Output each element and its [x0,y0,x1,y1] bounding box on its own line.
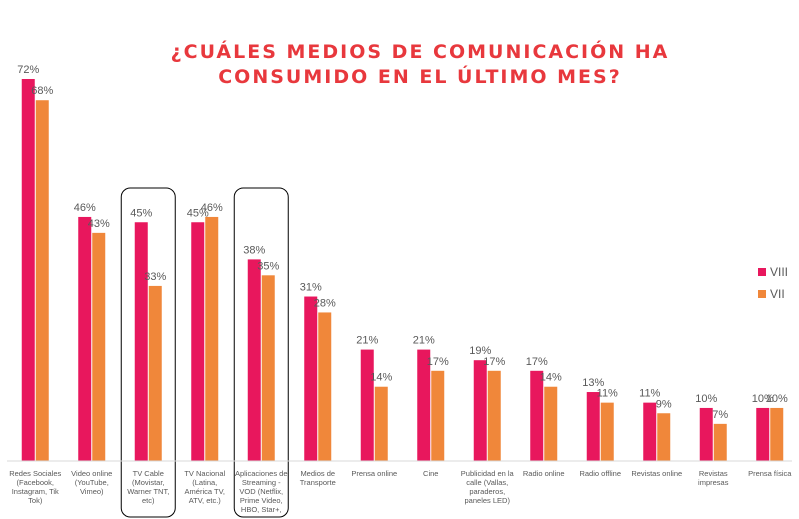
bar-vii-4 [261,275,275,461]
category-label-2: TV Cable (Movistar, Warner TNT, etc) [127,469,169,505]
category-label-9: Radio online [523,469,565,478]
data-label-viii-12: 10% [695,393,717,405]
bar-vii-1 [92,232,106,461]
bar-vii-3 [205,216,219,461]
bar-viii-11 [643,402,657,461]
bar-vii-0 [35,100,49,461]
data-label-viii-6: 21% [356,335,378,347]
highlight-box-2 [120,187,176,518]
bar-vii-10 [600,402,614,461]
data-label-viii-11: 11% [639,388,660,400]
bar-viii-0 [21,79,35,461]
data-label-vii-9: 14% [540,372,562,384]
data-label-viii-8: 19% [469,345,491,357]
legend-swatch-vii [758,290,766,298]
category-label-4: Aplicaciones de Streaming -VOD (Netflix, P… [235,469,288,514]
data-label-vii-7: 17% [427,356,449,368]
data-label-viii-2: 45% [130,207,152,219]
data-label-viii-13: 10% [752,393,774,405]
bar-viii-1 [78,216,92,461]
bar-viii-7 [417,349,431,461]
bar-vii-8 [487,370,501,461]
data-label-viii-9: 17% [526,356,548,368]
category-labels: Redes Sociales (Facebook, Instagram, Tik To… [9,469,792,514]
category-label-13: Prensa física [748,469,792,478]
bar-vii-6 [374,386,388,461]
bar-vii-9 [544,386,558,461]
bar-viii-4 [247,259,261,461]
data-label-viii-7: 21% [413,335,435,347]
legend-label-viii: VIII [770,265,789,279]
data-label-vii-13: 10% [766,393,788,405]
bar-viii-10 [586,392,600,461]
legend-item-vii: VII [758,283,788,305]
highlight-box-4 [233,187,289,518]
data-label-vii-6: 14% [370,372,392,384]
data-labels: 72%68%46%43%45%33%45%46%38%35%31%28%21%1… [17,64,788,421]
bar-viii-6 [360,349,374,461]
data-label-vii-3: 46% [201,202,223,214]
bar-vii-12 [713,423,727,461]
category-label-10: Radio offline [579,469,621,478]
highlight-boxes [120,187,289,518]
bar-viii-8 [473,360,487,461]
category-label-8: Publicidad en la calle (Vallas, paraderos,… [461,469,515,505]
data-label-viii-10: 13% [582,377,604,389]
bar-vii-5 [318,312,332,461]
category-label-11: Revistas online [631,469,682,478]
data-label-vii-12: 7% [712,409,728,421]
category-label-12: Revistas impresas [698,469,729,487]
legend: VIII VII [758,261,788,305]
bar-vii-13 [770,407,784,461]
category-label-1: Video online (YouTube, Vimeo) [71,469,112,496]
bar-viii-12 [699,407,713,461]
legend-item-viii: VIII [758,261,788,283]
bar-viii-13 [756,407,770,461]
data-label-vii-10: 11% [597,388,618,400]
data-label-vii-11: 9% [656,398,672,410]
data-label-viii-4: 38% [243,244,265,256]
bar-viii-3 [191,222,205,461]
data-label-vii-0: 68% [31,85,53,97]
category-label-7: Cine [423,469,438,478]
category-label-3: TV Nacional (Latina, América TV, ATV, etc.) [184,469,225,505]
bar-viii-2 [134,222,148,461]
chart-title-line-1: ¿CUÁLES MEDIOS DE COMUNICACIÓN HA [170,41,670,63]
data-label-vii-4: 35% [257,260,279,272]
category-label-0: Redes Sociales (Facebook, Instagram, Tik To… [9,469,61,505]
data-label-vii-2: 33% [144,271,166,283]
category-label-5: Medios de Transporte [300,469,336,487]
data-label-viii-0: 72% [17,64,39,76]
bar-vii-2 [148,285,162,461]
chart-title-line-2: CONSUMIDO EN EL ÚLTIMO MES? [218,66,622,88]
bar-vii-7 [431,370,445,461]
bar-vii-11 [657,413,671,461]
bar-viii-9 [530,370,544,461]
data-label-vii-5: 28% [314,297,336,309]
data-label-viii-1: 46% [74,202,96,214]
bar-viii-5 [304,296,318,461]
legend-swatch-viii [758,268,766,276]
bars [21,79,784,461]
chart-title: ¿CUÁLES MEDIOS DE COMUNICACIÓN HA CONSUM… [120,40,720,90]
data-label-vii-8: 17% [483,356,505,368]
category-label-6: Prensa online [351,469,397,478]
legend-label-vii: VII [770,287,785,301]
data-label-viii-3: 45% [187,207,209,219]
data-label-viii-5: 31% [300,282,322,294]
data-label-vii-1: 43% [88,218,110,230]
